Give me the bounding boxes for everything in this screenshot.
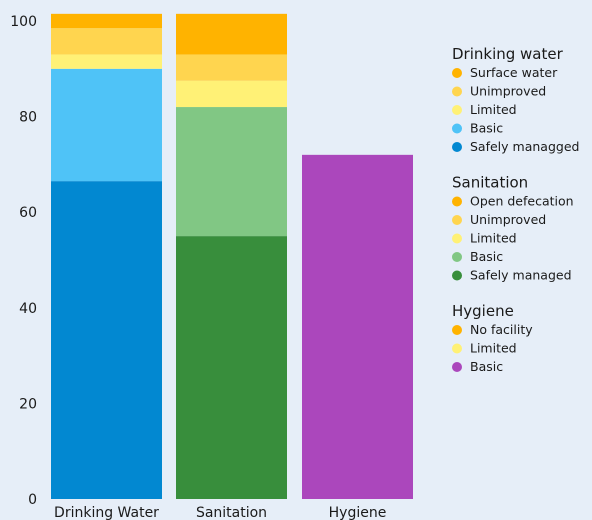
legend-group-title: Hygiene: [452, 302, 514, 320]
legend-item: Surface water: [470, 65, 558, 80]
x-tick-label: Drinking Water: [54, 505, 159, 520]
legend-swatch: [452, 215, 462, 225]
legend-swatch: [452, 142, 462, 152]
legend-swatch: [452, 86, 462, 97]
bar-drinking-water-basic: [51, 68, 162, 182]
legend-swatch: [452, 233, 462, 244]
legend-item: Limited: [470, 102, 517, 117]
bar-sanitation-safely-managed: [176, 236, 287, 499]
x-axis: Drinking Water Sanitation Hygiene: [54, 505, 386, 520]
legend-item: Basic: [470, 359, 503, 374]
y-tick-label: 0: [28, 492, 37, 508]
legend-swatch: [452, 252, 462, 262]
legend-swatch: [452, 196, 462, 207]
legend-group-title: Drinking water: [452, 45, 564, 63]
bar-drinking-water-surface-water: [51, 13, 162, 29]
legend: Drinking water Surface water Unimproved Lim…: [452, 45, 579, 374]
legend-item: No facility: [470, 322, 533, 337]
legend-swatch: [452, 362, 462, 372]
x-tick-label: Hygiene: [329, 505, 387, 520]
legend-item: Basic: [470, 121, 503, 136]
y-tick-label: 100: [10, 14, 37, 30]
legend-swatch: [452, 68, 462, 78]
legend-swatch: [452, 105, 462, 115]
bar-hygiene-basic: [302, 154, 413, 499]
legend-item: Safely managged: [470, 139, 579, 154]
bar-sanitation-limited: [176, 80, 287, 108]
y-axis: 0 20 40 60 80 100: [10, 14, 37, 508]
legend-group-title: Sanitation: [452, 174, 528, 192]
bar-drinking-water-limited: [51, 54, 162, 69]
bar-sanitation-open-defecation: [176, 13, 287, 55]
x-tick-label: Sanitation: [196, 505, 267, 520]
y-tick-label: 60: [19, 205, 37, 221]
bar-sanitation-basic: [176, 107, 287, 237]
bar-drinking-water-unimproved: [51, 28, 162, 55]
legend-item: Safely managed: [470, 268, 572, 283]
y-tick-label: 40: [19, 301, 37, 317]
legend-item: Limited: [470, 341, 517, 356]
legend-item: Open defecation: [470, 194, 574, 209]
legend-swatch: [452, 343, 462, 354]
y-tick-label: 20: [19, 396, 37, 412]
legend-swatch: [452, 325, 462, 335]
legend-swatch: [452, 270, 462, 281]
legend-item: Unimproved: [470, 212, 546, 227]
legend-item: Limited: [470, 231, 517, 246]
bar-sanitation-unimproved: [176, 54, 287, 81]
legend-item: Basic: [470, 249, 503, 264]
bar-drinking-water-safely-managged: [51, 181, 162, 499]
legend-item: Unimproved: [470, 84, 546, 99]
legend-swatch: [452, 123, 462, 134]
y-tick-label: 80: [19, 110, 37, 126]
bars: [51, 13, 413, 499]
